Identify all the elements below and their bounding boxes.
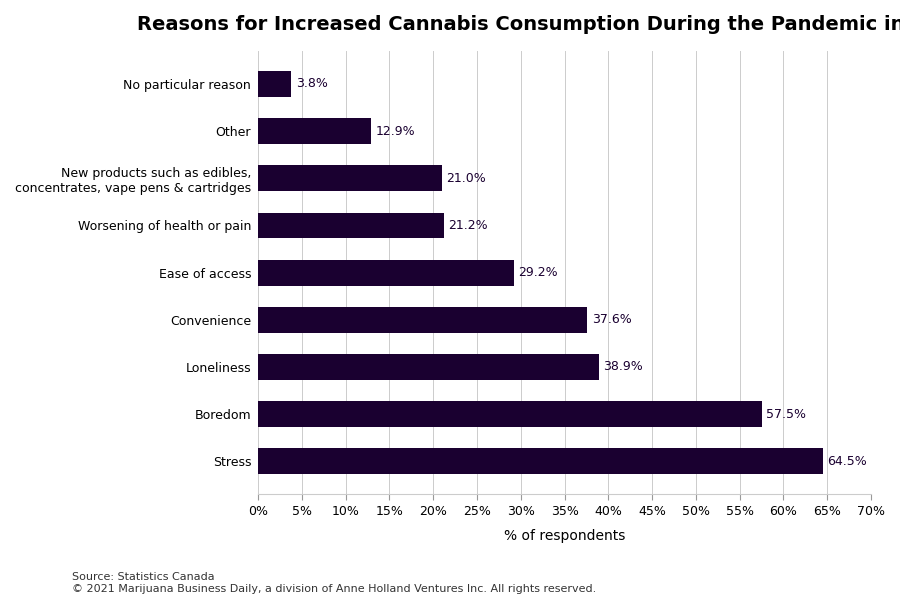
Text: 29.2%: 29.2%	[518, 266, 558, 279]
Bar	[258, 212, 444, 238]
Bar	[258, 118, 371, 144]
Bar	[258, 71, 292, 97]
Text: 21.0%: 21.0%	[446, 172, 486, 185]
Text: 12.9%: 12.9%	[375, 125, 415, 137]
X-axis label: % of respondents: % of respondents	[504, 529, 626, 543]
Bar	[258, 354, 598, 380]
Bar	[258, 166, 442, 191]
Text: Source: Statistics Canada
© 2021 Marijuana Business Daily, a division of Anne Ho: Source: Statistics Canada © 2021 Marijua…	[72, 572, 596, 594]
Text: 21.2%: 21.2%	[448, 219, 488, 232]
Bar	[258, 401, 761, 427]
Text: 57.5%: 57.5%	[766, 407, 806, 421]
Text: 38.9%: 38.9%	[603, 361, 643, 373]
Bar	[258, 307, 588, 333]
Bar	[258, 260, 514, 286]
Text: 64.5%: 64.5%	[827, 455, 867, 468]
Text: 37.6%: 37.6%	[591, 313, 632, 326]
Bar	[258, 448, 823, 475]
Text: 3.8%: 3.8%	[296, 77, 328, 91]
Title: Reasons for Increased Cannabis Consumption During the Pandemic in Canada: Reasons for Increased Cannabis Consumpti…	[137, 15, 900, 34]
